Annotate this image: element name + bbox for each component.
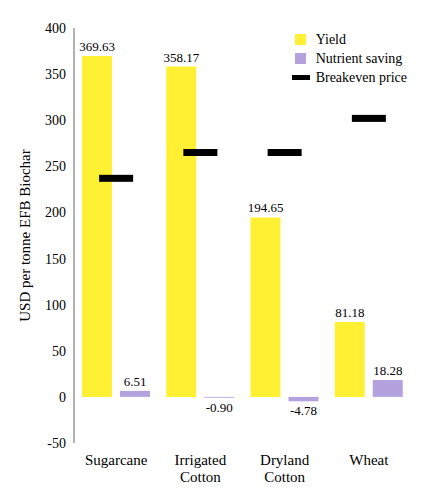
- svg-text:194.65: 194.65: [248, 200, 284, 215]
- svg-text:Wheat: Wheat: [349, 452, 389, 468]
- svg-text:0: 0: [59, 390, 66, 405]
- svg-text:Sugarcane: Sugarcane: [85, 452, 148, 468]
- svg-text:358.17: 358.17: [163, 50, 199, 65]
- html-text:Yield: Yield: [315, 32, 346, 47]
- svg-text:18.28: 18.28: [373, 363, 402, 378]
- svg-text:IrrigatedCotton: IrrigatedCotton: [175, 452, 227, 485]
- svg-text:-4.78: -4.78: [290, 403, 317, 418]
- svg-text:250: 250: [45, 159, 66, 174]
- svg-text:USD per tonne EFB Biochar: USD per tonne EFB Biochar: [17, 149, 33, 321]
- svg-text:50: 50: [52, 344, 66, 359]
- svg-text:300: 300: [45, 113, 66, 128]
- svg-text:DrylandCotton: DrylandCotton: [260, 452, 310, 485]
- svg-text:100: 100: [45, 298, 66, 313]
- svg-text:6.51: 6.51: [124, 374, 147, 389]
- html-text:Nutrient saving: Nutrient saving: [315, 51, 403, 66]
- svg-text:-0.90: -0.90: [206, 400, 233, 415]
- svg-text:200: 200: [45, 205, 66, 220]
- svg-text:350: 350: [45, 67, 66, 82]
- html-text:Breakeven price: Breakeven price: [315, 70, 407, 85]
- svg-text:81.18: 81.18: [335, 305, 364, 320]
- svg-text:150: 150: [45, 252, 66, 267]
- svg-text:400: 400: [45, 21, 66, 36]
- svg-text:369.63: 369.63: [79, 39, 115, 54]
- svg-text:-50: -50: [47, 436, 66, 451]
